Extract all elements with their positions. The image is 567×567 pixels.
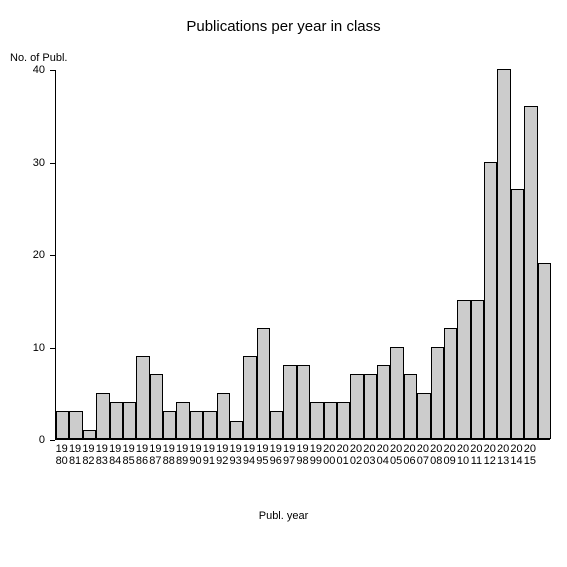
x-tick-label: 1994: [242, 444, 255, 467]
x-tick-label: 2003: [363, 444, 376, 467]
x-tick-label: 1983: [95, 444, 108, 467]
bar: [56, 411, 69, 439]
x-tick-label: 2014: [510, 444, 523, 467]
bar: [230, 421, 243, 440]
bar: [283, 365, 296, 439]
bar: [337, 402, 350, 439]
x-tick-label: 1989: [175, 444, 188, 467]
bar: [297, 365, 310, 439]
x-tick-label: 1985: [122, 444, 135, 467]
y-axis-label: No. of Publ.: [10, 52, 67, 64]
x-tick-label: 1998: [296, 444, 309, 467]
y-tick-mark: [50, 440, 55, 441]
bar: [243, 356, 256, 439]
x-tick-label: 2001: [336, 444, 349, 467]
bar: [484, 162, 497, 440]
bar: [457, 300, 470, 439]
bar: [96, 393, 109, 439]
bar: [136, 356, 149, 439]
y-tick-mark: [50, 348, 55, 349]
bar: [217, 393, 230, 439]
x-tick-label: 1997: [282, 444, 295, 467]
x-tick-label: 2015: [523, 444, 536, 467]
x-tick-label: 2008: [430, 444, 443, 467]
bar: [310, 402, 323, 439]
x-tick-label: 1990: [189, 444, 202, 467]
y-tick-label: 10: [0, 342, 45, 354]
bar: [404, 374, 417, 439]
bar: [69, 411, 82, 439]
x-tick-label: 2002: [349, 444, 362, 467]
bar: [390, 347, 403, 440]
x-tick-label: 1988: [162, 444, 175, 467]
bar: [176, 402, 189, 439]
y-tick-label: 30: [0, 157, 45, 169]
x-axis-label: Publ. year: [0, 510, 567, 522]
x-tick-label: 1987: [149, 444, 162, 467]
x-tick-label: 1999: [309, 444, 322, 467]
x-tick-label: 2009: [443, 444, 456, 467]
x-tick-label: 2005: [389, 444, 402, 467]
bar: [444, 328, 457, 439]
x-tick-label: 1996: [269, 444, 282, 467]
y-tick-mark: [50, 70, 55, 71]
x-tick-label: 2006: [403, 444, 416, 467]
bar: [350, 374, 363, 439]
x-tick-label: 1984: [109, 444, 122, 467]
bar: [511, 189, 524, 439]
bar: [83, 430, 96, 439]
y-tick-label: 40: [0, 64, 45, 76]
bar: [190, 411, 203, 439]
x-tick-label: 1986: [135, 444, 148, 467]
bar: [431, 347, 444, 440]
y-tick-mark: [50, 255, 55, 256]
plot-area: [55, 70, 550, 440]
x-tick-label: 1980: [55, 444, 68, 467]
x-tick-label: 1993: [229, 444, 242, 467]
y-tick-mark: [50, 163, 55, 164]
y-tick-label: 20: [0, 249, 45, 261]
bar: [538, 263, 551, 439]
bar: [150, 374, 163, 439]
bar: [110, 402, 123, 439]
bar: [497, 69, 510, 439]
x-tick-label: 2011: [470, 444, 483, 467]
x-tick-label: 1981: [68, 444, 81, 467]
bar: [417, 393, 430, 439]
x-tick-label: 2000: [323, 444, 336, 467]
bar: [324, 402, 337, 439]
bar: [203, 411, 216, 439]
x-tick-label: 1992: [216, 444, 229, 467]
x-tick-label: 2013: [496, 444, 509, 467]
chart-title: Publications per year in class: [0, 18, 567, 35]
x-tick-label: 2004: [376, 444, 389, 467]
x-tick-label: 1982: [82, 444, 95, 467]
x-tick-label: 1991: [202, 444, 215, 467]
bar: [524, 106, 537, 439]
bar: [163, 411, 176, 439]
x-tick-label: 1995: [256, 444, 269, 467]
x-tick-label: 2010: [456, 444, 469, 467]
bar: [471, 300, 484, 439]
x-tick-label: 2007: [416, 444, 429, 467]
bar: [257, 328, 270, 439]
bar: [123, 402, 136, 439]
bar: [364, 374, 377, 439]
publications-bar-chart: Publications per year in class No. of Pu…: [0, 0, 567, 567]
bar: [270, 411, 283, 439]
x-tick-label: 2012: [483, 444, 496, 467]
bar: [377, 365, 390, 439]
y-tick-label: 0: [0, 434, 45, 446]
